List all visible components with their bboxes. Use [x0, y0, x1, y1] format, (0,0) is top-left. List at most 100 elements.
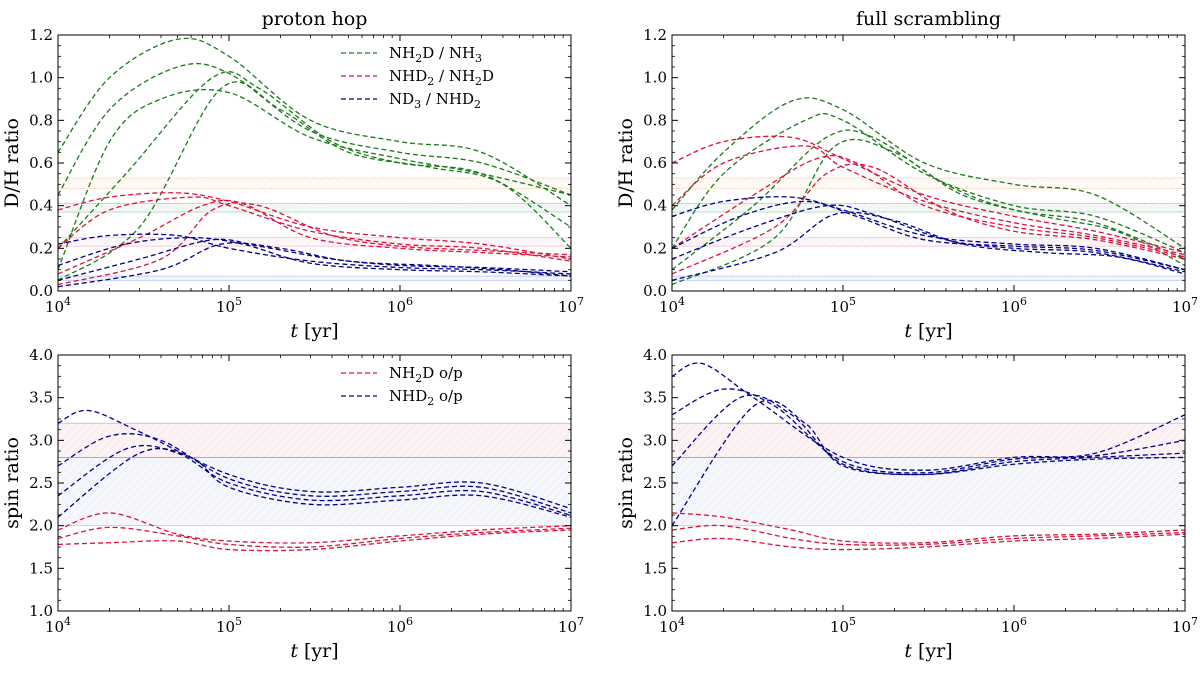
y-tick-label: 0.6: [29, 154, 53, 172]
y-tick-label: 4.0: [29, 346, 53, 364]
x-axis-label: t [yr]: [904, 640, 952, 662]
series-line: [672, 204, 1185, 273]
y-tick-label: 0.0: [643, 282, 667, 300]
y-tick-label: 2.0: [643, 517, 667, 535]
series-line: [58, 71, 571, 249]
series-line: [58, 37, 571, 207]
series-line: [58, 444, 571, 517]
y-tick-label: 3.0: [643, 431, 667, 449]
spin-proton-hop-panel: 1.0 1.5 2.0 2.5 3.0 3.5 4.0 104 105 106 107 t [yr] sp…: [1, 346, 584, 662]
series-line: [672, 399, 1185, 527]
y-tick-label: 2.5: [29, 474, 53, 492]
y-tick-label: 0.6: [643, 154, 667, 172]
y-tick-label: 0.0: [29, 282, 53, 300]
series-line: [58, 433, 571, 514]
series-line: [672, 200, 1185, 271]
x-tick-label: 105: [216, 295, 242, 316]
x-tick-label: 107: [1172, 295, 1198, 316]
y-tick-label: 1.0: [643, 602, 667, 620]
y-tick-label: 1.5: [643, 559, 667, 577]
x-tick-label: 106: [1001, 615, 1027, 636]
series-line: [672, 163, 1185, 275]
y-axis-label: D/H ratio: [1, 118, 23, 208]
x-tick-label: 104: [659, 615, 685, 636]
y-tick-label: 0.8: [643, 111, 667, 129]
observed-band: [57, 203, 572, 213]
x-tick-label: 105: [830, 615, 856, 636]
series-line: [58, 192, 571, 260]
observed-band: [671, 275, 1186, 281]
panel-title: full scrambling: [856, 8, 1001, 30]
x-tick-label: 107: [558, 295, 584, 316]
x-tick-label: 105: [216, 615, 242, 636]
y-tick-label: 1.0: [643, 69, 667, 87]
y-tick-label: 2.0: [29, 517, 53, 535]
series-line: [672, 211, 1185, 281]
series-line: [672, 129, 1185, 271]
y-tick-label: 3.0: [29, 431, 53, 449]
y-tick-label: 1.5: [29, 559, 53, 577]
series-line: [58, 447, 571, 518]
series-line: [58, 237, 571, 277]
x-axis-label: t [yr]: [290, 640, 338, 662]
y-tick-label: 2.5: [643, 474, 667, 492]
series-line: [672, 97, 1185, 249]
observed-band: [671, 237, 1186, 247]
y-axis-label: spin ratio: [615, 437, 637, 529]
series-line: [58, 409, 571, 510]
y-tick-label: 3.5: [29, 389, 53, 407]
x-tick-label: 104: [45, 615, 71, 636]
x-tick-label: 104: [659, 295, 685, 316]
observed-band: [671, 456, 1186, 527]
series-line: [58, 88, 571, 270]
series-line: [672, 135, 1185, 254]
y-tick-label: 1.0: [29, 69, 53, 87]
panel-title: proton hop: [262, 8, 368, 30]
spin-full-scrambling-panel: 1.0 1.5 2.0 2.5 3.0 3.5 4.0 104 105 106 107 t [yr] sp…: [615, 346, 1198, 662]
y-tick-label: 0.2: [643, 239, 667, 257]
x-tick-label: 104: [45, 295, 71, 316]
legend-entry: NHD2 o/p: [389, 387, 463, 408]
observed-band: [57, 456, 572, 527]
y-tick-label: 0.4: [29, 197, 53, 215]
observed-band: [57, 275, 572, 281]
series-line: [672, 394, 1185, 476]
observed-band: [671, 177, 1186, 190]
series-line: [58, 196, 571, 262]
series-line: [58, 526, 571, 548]
x-tick-label: 106: [387, 295, 413, 316]
dh-proton-hop-panel: 0.0 0.2 0.4 0.6 0.8 1.0 1.2 104 105 106 107 proton …: [1, 8, 584, 342]
series-line: [58, 529, 571, 552]
series-line: [672, 533, 1185, 551]
legend-entry: NHD2 / NH2D: [389, 67, 494, 88]
series-line: [672, 145, 1185, 256]
series-line: [58, 199, 571, 275]
series-line: [58, 238, 571, 281]
x-axis-label: t [yr]: [904, 320, 952, 342]
series-line: [58, 202, 571, 286]
x-tick-label: 107: [558, 615, 584, 636]
x-axis-label: t [yr]: [290, 320, 338, 342]
series-line: [58, 62, 571, 196]
y-tick-label: 0.4: [643, 197, 667, 215]
series-line: [672, 512, 1185, 544]
y-tick-label: 3.5: [643, 389, 667, 407]
series-line: [58, 233, 571, 275]
y-tick-label: 0.8: [29, 111, 53, 129]
series-line: [672, 138, 1185, 286]
dh-full-scrambling-panel: 0.0 0.2 0.4 0.6 0.8 1.0 1.2 104 105 106 107 full sc…: [615, 8, 1198, 342]
y-tick-label: 1.2: [643, 26, 667, 44]
y-axis-label: spin ratio: [1, 437, 23, 529]
observed-band: [57, 422, 572, 458]
x-tick-label: 107: [1172, 615, 1198, 636]
series-line: [672, 362, 1185, 471]
series-line: [58, 81, 571, 281]
series-line: [672, 113, 1185, 254]
observed-band: [57, 177, 572, 190]
x-tick-label: 106: [1001, 295, 1027, 316]
x-tick-label: 106: [387, 615, 413, 636]
legend-entry: NH2D o/p: [389, 364, 463, 385]
x-tick-label: 105: [830, 295, 856, 316]
